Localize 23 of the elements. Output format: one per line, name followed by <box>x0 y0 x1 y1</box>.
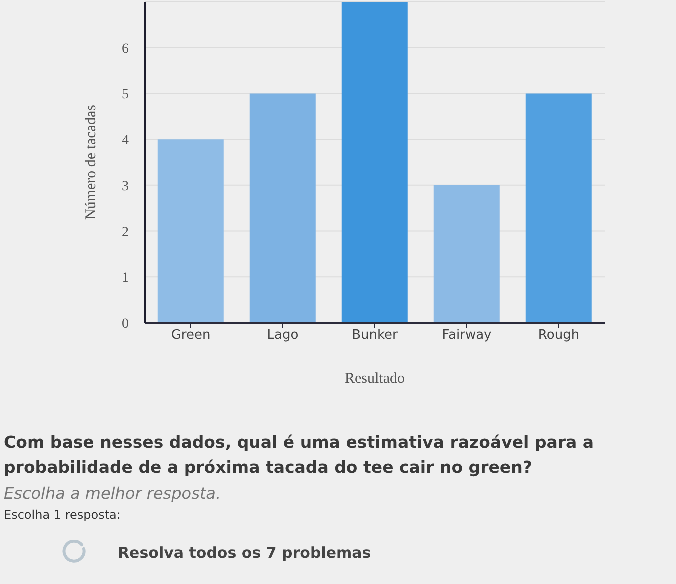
text: Resolva todos os 7 problemas <box>118 544 372 562</box>
x-tick-label: Rough <box>538 328 580 344</box>
bar <box>526 94 592 323</box>
x-tick-label: Green <box>171 328 211 344</box>
x-axis-title: Resultado <box>345 371 405 387</box>
y-tick-label: 1 <box>122 271 129 286</box>
bar <box>250 94 316 323</box>
bar <box>158 140 224 323</box>
y-tick-label: 2 <box>122 225 129 240</box>
y-axis-title: Número de tacadas <box>83 104 100 220</box>
text: Escolha a melhor resposta. <box>4 484 222 503</box>
text: Com base nesses dados, qual é uma estimativa razoável para a probabilidade de a próxima tacada do tee cair no green? <box>4 432 596 479</box>
bar <box>434 185 500 323</box>
x-tick-label: Bunker <box>352 328 399 344</box>
y-tick-label: 0 <box>122 316 129 332</box>
y-tick-label: 4 <box>122 134 129 149</box>
x-tick-label: Fairway <box>442 328 492 344</box>
x-tick-label: Lago <box>267 328 299 344</box>
text: Escolha 1 resposta: <box>4 508 122 522</box>
y-tick-label: 5 <box>122 88 129 103</box>
y-tick-label: 3 <box>122 179 129 194</box>
bar <box>342 2 408 323</box>
y-tick-label: 6 <box>122 42 129 57</box>
